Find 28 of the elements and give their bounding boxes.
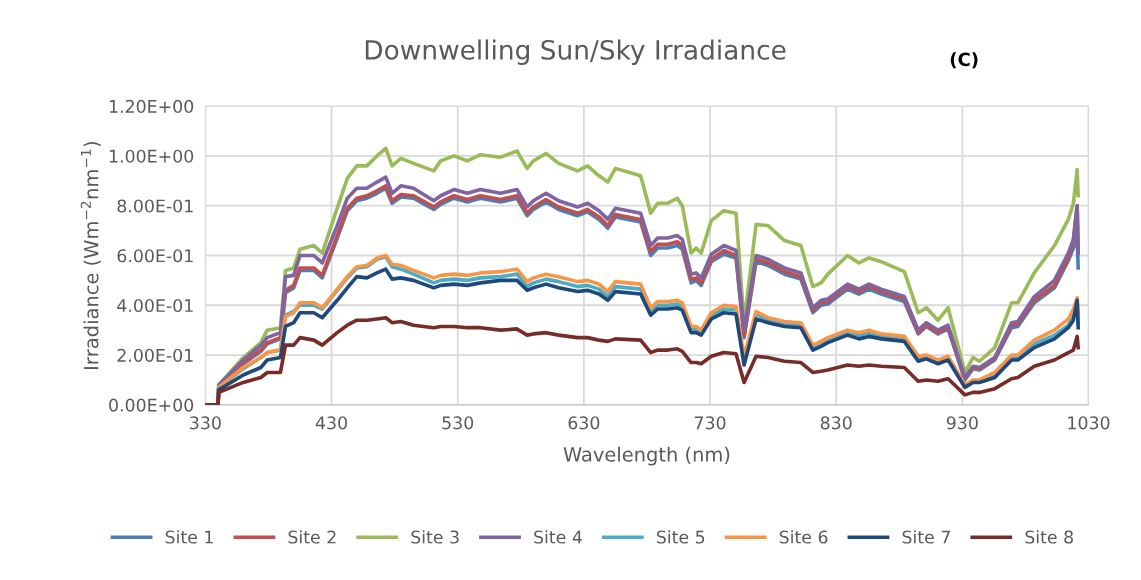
x-tick-label: 1030 — [1068, 416, 1110, 430]
x-axis-title: Wavelength (nm) — [563, 446, 730, 466]
y-tick-label: 4.00E-01 — [117, 298, 193, 313]
x-tick-label: 430 — [315, 416, 347, 430]
x-tick-label: 330 — [190, 416, 221, 430]
x-tick-label: 830 — [820, 416, 852, 430]
legend-label: Site 1 — [165, 530, 213, 544]
x-tick-label: 530 — [442, 416, 474, 430]
line-series — [205, 315, 1080, 405]
legend-label: Site 7 — [902, 530, 950, 544]
y-tick-label: 1.20E+00 — [109, 99, 194, 113]
y-tick-label: 1.00E+00 — [109, 149, 194, 163]
legend-label: Site 5 — [656, 530, 705, 544]
legend-label: Site 4 — [534, 530, 582, 544]
legend-label: Site 8 — [1025, 530, 1073, 544]
text: (C) — [950, 52, 978, 69]
chart-title: Downwelling Sun/Sky Irradiance — [365, 39, 786, 65]
x-tick-label: 730 — [694, 416, 726, 430]
legend-label: Site 2 — [288, 530, 336, 544]
y-tick-label: 2.00E-01 — [117, 348, 193, 362]
legend-label: Site 6 — [779, 530, 828, 544]
x-tick-label: 630 — [568, 416, 600, 430]
y-axis-title: Irradiance (Wm$^{−2}$nm$^{−1}$) — [80, 141, 101, 369]
x-tick-label: 930 — [946, 416, 978, 430]
y-tick-label: 0.00E+00 — [109, 398, 194, 412]
y-tick-label: 8.00E-01 — [117, 199, 193, 213]
y-tick-label: 6.00E-01 — [117, 249, 193, 263]
legend-label: Site 3 — [411, 530, 459, 544]
